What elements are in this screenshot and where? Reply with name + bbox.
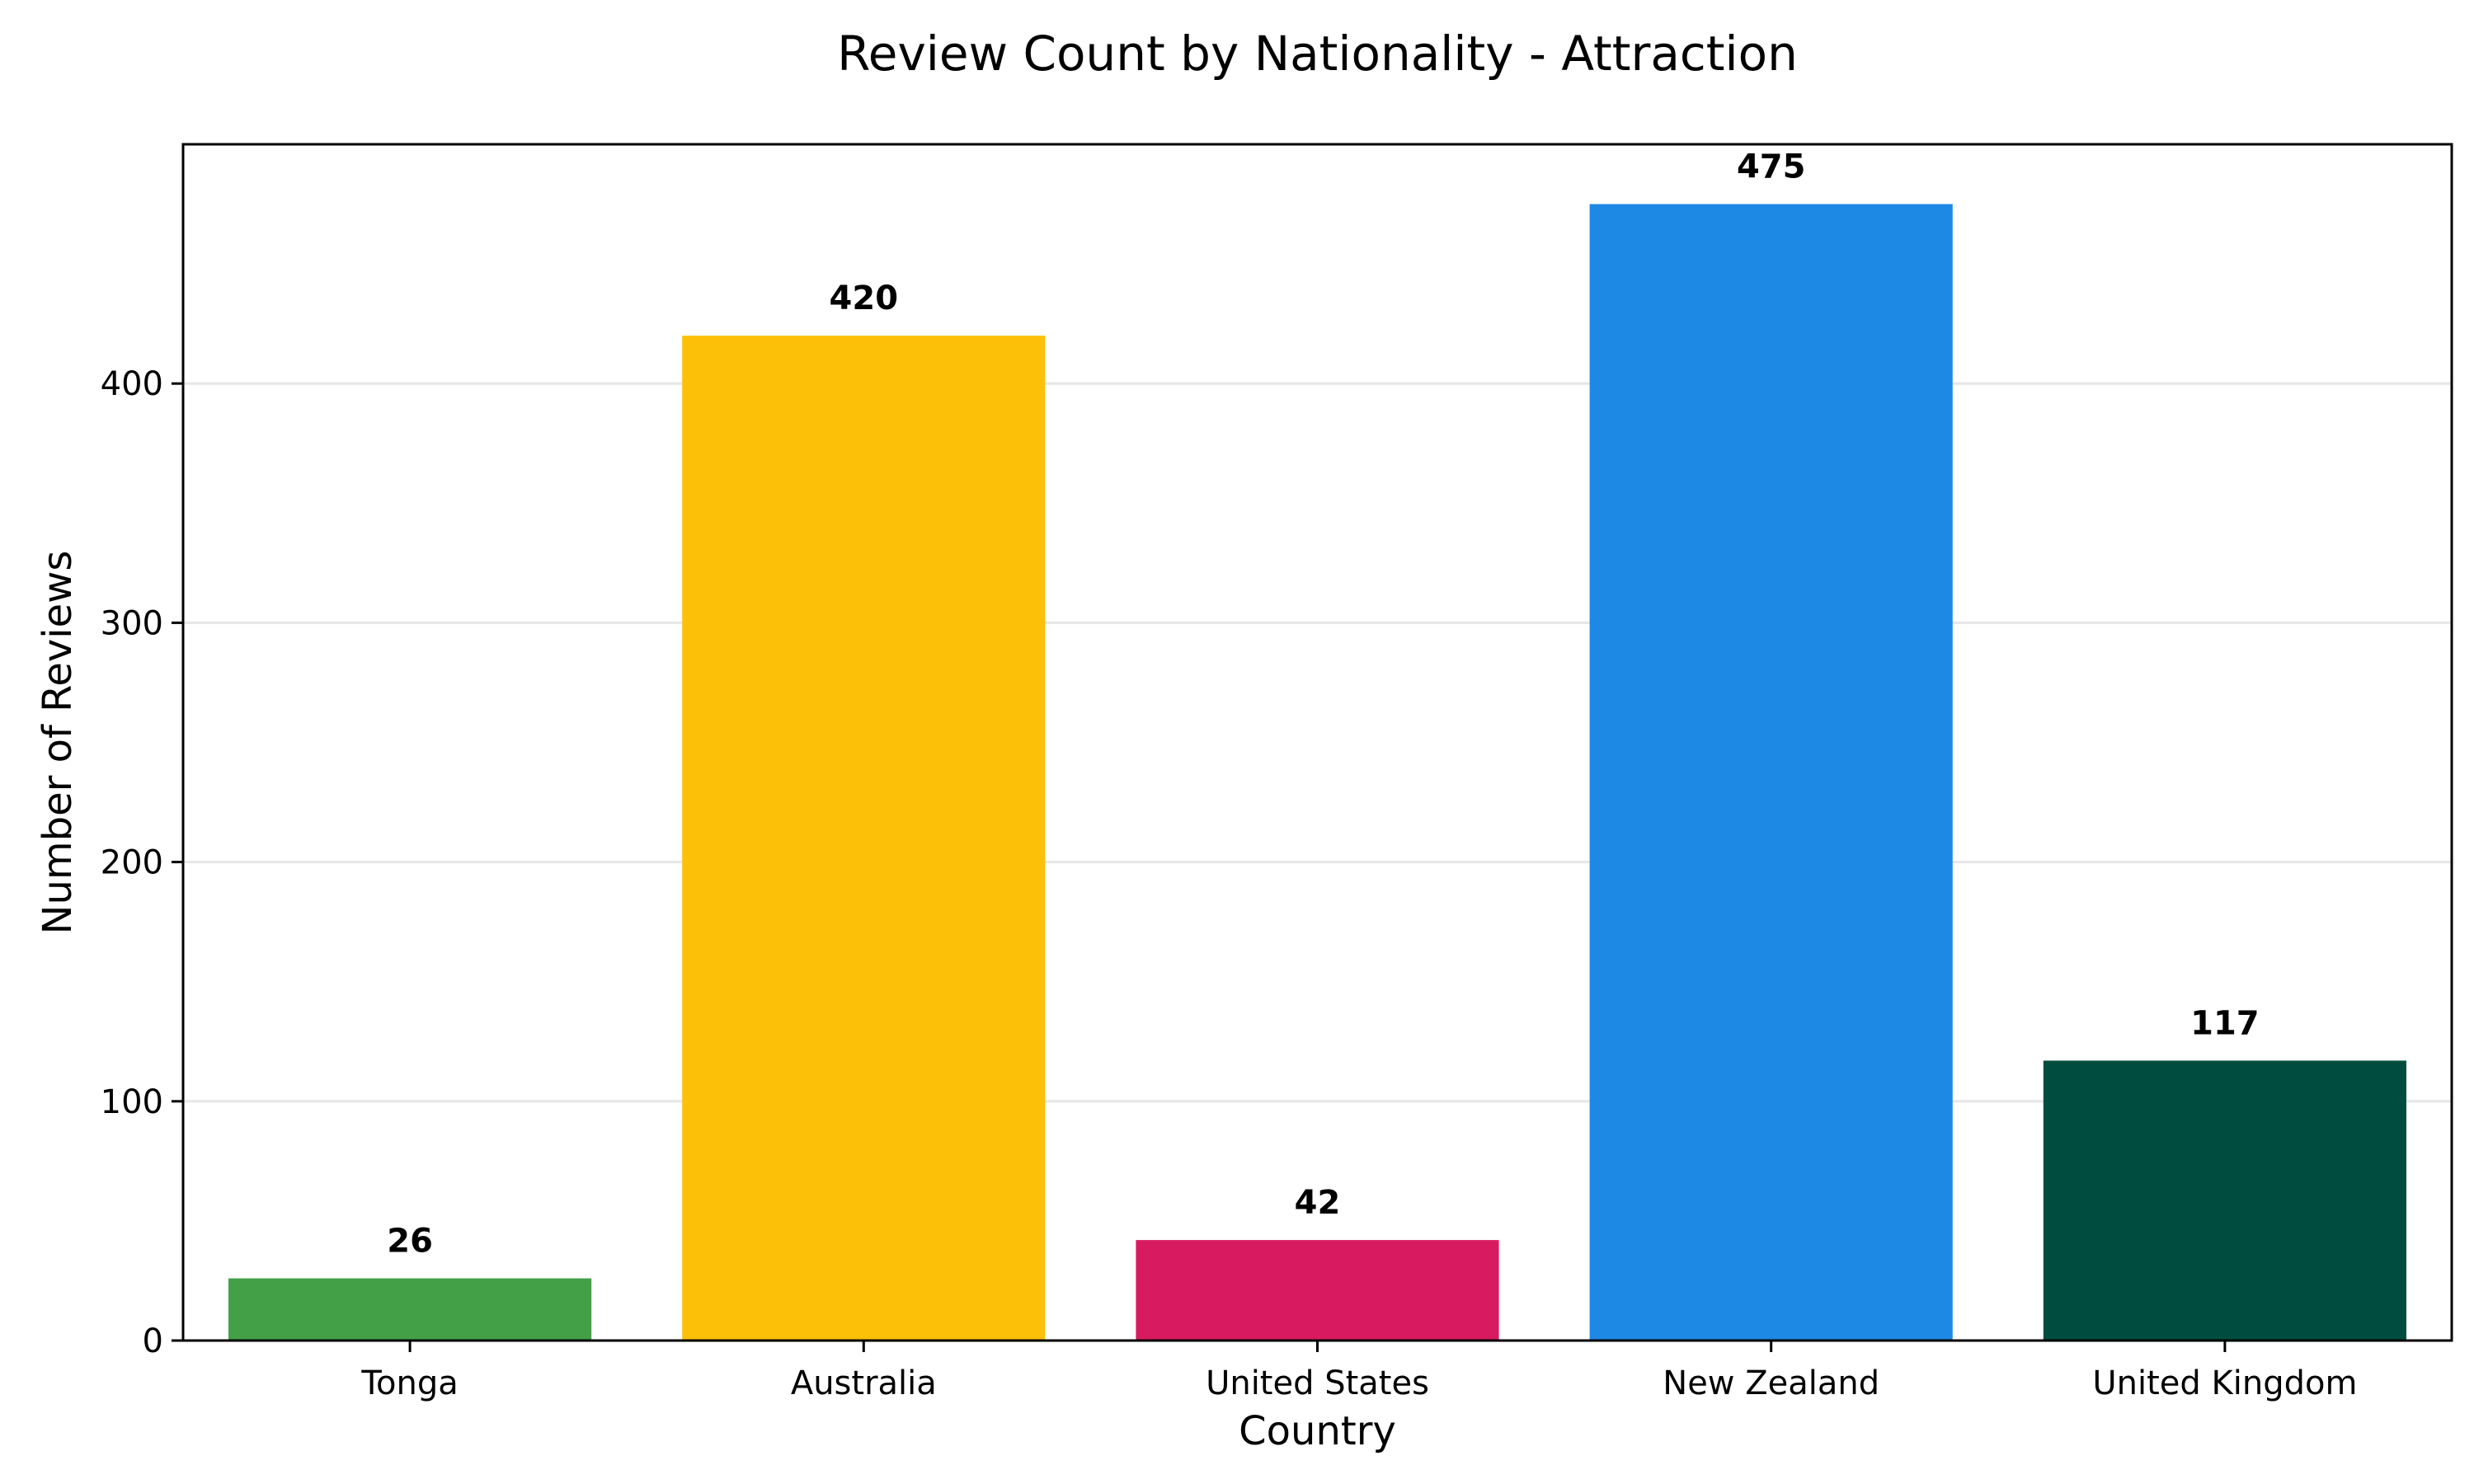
data-label: 26 [387, 1223, 433, 1261]
y-axis-ticks: 0 100 200 300 400 [101, 365, 183, 1360]
bar-australia [682, 336, 1046, 1341]
x-tick-label: New Zealand [1663, 1364, 1879, 1402]
y-tick-label: 200 [101, 844, 163, 882]
bar-tonga [228, 1278, 592, 1341]
y-tick-label: 300 [101, 604, 163, 642]
y-tick-label: 0 [143, 1322, 163, 1360]
y-axis-label: Number of Reviews [35, 551, 81, 935]
x-tick-label: Tonga [360, 1364, 458, 1402]
bar-united-kingdom [2043, 1060, 2406, 1341]
y-tick-label: 100 [101, 1083, 163, 1121]
data-label: 117 [2190, 1004, 2260, 1042]
x-tick-label: Australia [791, 1364, 937, 1402]
bar-new-zealand [1589, 204, 1953, 1341]
y-tick-label: 400 [101, 365, 163, 403]
data-labels: 26 420 42 475 117 [387, 148, 2259, 1261]
grid-lines [183, 382, 2452, 1103]
data-label: 420 [830, 279, 899, 317]
data-label: 42 [1295, 1184, 1341, 1222]
x-axis-label: Country [1239, 1408, 1396, 1454]
bar-united-states [1136, 1240, 1499, 1341]
x-tick-label: United Kingdom [2092, 1364, 2357, 1402]
bars [228, 204, 2406, 1341]
chart-title: Review Count by Nationality - Attraction [837, 26, 1798, 82]
x-axis-ticks: Tonga Australia United States New Zealand Un… [360, 1341, 2357, 1402]
data-label: 475 [1737, 148, 1806, 186]
x-tick-label: United States [1206, 1364, 1429, 1402]
